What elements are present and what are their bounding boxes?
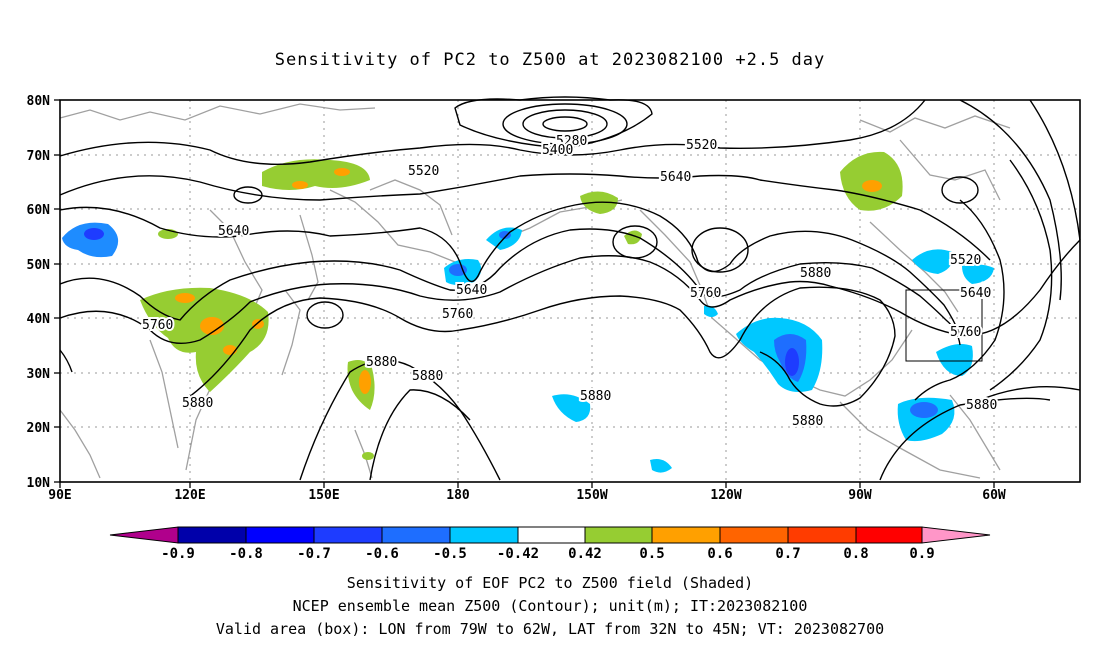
colorbar-label: 0.5	[639, 546, 664, 562]
colorbar-swatch	[177, 526, 247, 544]
lon-label: 90E	[48, 488, 71, 503]
colorbar	[109, 526, 991, 544]
shade-blue-region	[650, 459, 672, 473]
shade-blue-region	[552, 394, 591, 422]
lat-label: 10N	[27, 476, 51, 491]
latitude-labels: 80N 70N 60N 50N 40N 30N 20N 10N	[27, 94, 51, 491]
colorbar-label: 0.8	[843, 546, 868, 562]
contour-label: 5760	[142, 318, 173, 333]
colorbar-swatch	[517, 526, 586, 544]
contour-label: 5520	[408, 164, 439, 179]
colorbar-swatch	[787, 526, 857, 544]
lon-label: 150W	[576, 488, 607, 503]
lon-label: 60W	[982, 488, 1006, 503]
colorbar-swatch	[313, 526, 383, 544]
colorbar-label: -0.9	[161, 546, 195, 562]
lon-label: 150E	[308, 488, 339, 503]
lat-label: 20N	[27, 421, 51, 436]
shade-orange-region	[862, 180, 882, 192]
colorbar-label: -0.7	[297, 546, 331, 562]
lat-label: 60N	[27, 203, 51, 218]
contour-label: 5880	[792, 414, 823, 429]
colorbar-label: -0.42	[497, 546, 539, 562]
contour-label: 5520	[686, 138, 717, 153]
shade-orange-region	[334, 168, 350, 176]
shade-green-region	[362, 452, 374, 460]
colorbar-label: -0.8	[229, 546, 263, 562]
lon-label: 120W	[710, 488, 741, 503]
contour-label: 5760	[950, 325, 981, 340]
z500-contours	[59, 96, 1081, 481]
lat-label: 40N	[27, 312, 51, 327]
contour-label: 5400	[542, 143, 573, 158]
contour-labels: 5280 5400 5520 5520 5640 5640 5640 5760 …	[140, 132, 999, 431]
colorbar-swatch	[109, 526, 179, 544]
footer-line-2: NCEP ensemble mean Z500 (Contour); unit(…	[292, 597, 808, 615]
contour-label: 5880	[966, 398, 997, 413]
colorbar-labels: -0.9 -0.8 -0.7 -0.6 -0.5 -0.42 0.42 0.5 …	[161, 546, 935, 562]
lon-label: 180	[446, 488, 470, 503]
footer-line-3: Valid area (box): LON from 79W to 62W, L…	[215, 620, 885, 638]
shade-orange-region	[252, 319, 264, 329]
map-frame	[54, 99, 1081, 488]
contour-label: 5880	[366, 355, 397, 370]
longitude-labels: 90E 120E 150E 180 150W 120W 90W 60W	[48, 488, 1006, 503]
shade-blue-region	[912, 249, 953, 274]
shade-orange-region	[175, 293, 195, 303]
contour-label: 5760	[690, 286, 721, 301]
contour-label: 5880	[800, 266, 831, 281]
shade-dark-blue-region	[449, 264, 467, 276]
colorbar-label: -0.5	[433, 546, 467, 562]
footer-line-1: Sensitivity of EOF PC2 to Z500 field (Sh…	[346, 574, 754, 592]
contour-label: 5880	[580, 389, 611, 404]
lat-label: 50N	[27, 258, 51, 273]
shade-blue-region	[936, 344, 973, 376]
contour-label: 5640	[660, 170, 691, 185]
shade-blue-region	[704, 305, 718, 317]
lat-label: 70N	[27, 149, 51, 164]
colorbar-swatch	[719, 526, 789, 544]
shade-dark-blue-region	[785, 348, 799, 376]
contour-label: 5880	[182, 396, 213, 411]
contour-label: 5640	[456, 283, 487, 298]
lon-label: 90W	[848, 488, 872, 503]
shade-dark-blue-region	[910, 402, 938, 418]
contour-label: 5640	[218, 224, 249, 239]
colorbar-swatch	[381, 526, 451, 544]
lat-label: 80N	[27, 94, 51, 109]
colorbar-swatch	[921, 526, 991, 544]
shade-green-region	[262, 159, 370, 190]
colorbar-label: 0.42	[568, 546, 602, 562]
shade-blue-region	[962, 264, 994, 284]
contour-label: 5640	[960, 286, 991, 301]
colorbar-swatch	[855, 526, 923, 544]
colorbar-swatch	[584, 526, 653, 544]
colorbar-label: 0.7	[775, 546, 800, 562]
shade-orange-region	[359, 370, 371, 394]
colorbar-swatch	[651, 526, 721, 544]
colorbar-label: 0.6	[707, 546, 732, 562]
contour-label: 5880	[412, 369, 443, 384]
map-title: Sensitivity of PC2 to Z500 at 2023082100…	[274, 50, 826, 70]
shade-orange-region	[200, 317, 224, 335]
lon-label: 120E	[174, 488, 205, 503]
lat-label: 30N	[27, 367, 51, 382]
shade-dark-blue-region	[84, 228, 104, 240]
colorbar-label: -0.6	[365, 546, 399, 562]
sensitivity-shading	[62, 151, 994, 473]
shade-blue-region	[62, 222, 119, 258]
shade-dark-blue-region	[499, 231, 511, 239]
contour-label: 5520	[950, 253, 981, 268]
colorbar-swatch	[449, 526, 519, 544]
valid-area-box	[905, 289, 983, 362]
colorbar-label: 0.9	[909, 546, 934, 562]
contour-label: 5280	[556, 134, 587, 149]
contour-label: 5760	[442, 307, 473, 322]
colorbar-swatch	[245, 526, 315, 544]
shade-orange-region	[292, 181, 308, 189]
